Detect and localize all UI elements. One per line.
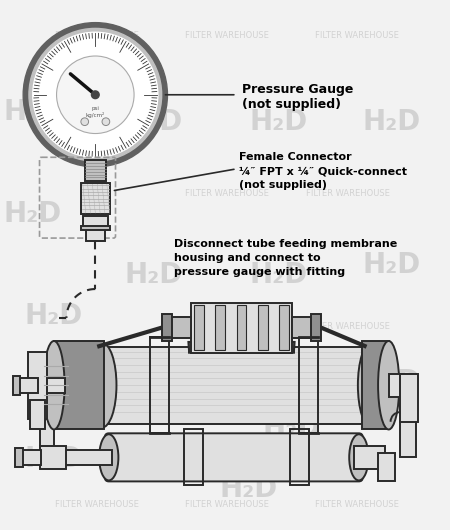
Text: FILTER WAREHOUSE: FILTER WAREHOUSE — [315, 500, 399, 509]
FancyBboxPatch shape — [354, 446, 385, 469]
FancyBboxPatch shape — [215, 305, 225, 350]
Text: H₂D: H₂D — [3, 98, 62, 126]
FancyBboxPatch shape — [15, 377, 38, 393]
FancyBboxPatch shape — [237, 305, 246, 350]
Text: FILTER WAREHOUSE: FILTER WAREHOUSE — [185, 189, 269, 198]
FancyBboxPatch shape — [400, 374, 418, 422]
Text: H₂D: H₂D — [362, 251, 421, 279]
Ellipse shape — [88, 343, 117, 428]
FancyBboxPatch shape — [194, 305, 203, 350]
FancyBboxPatch shape — [279, 305, 289, 350]
Text: FILTER WAREHOUSE: FILTER WAREHOUSE — [185, 31, 269, 40]
FancyBboxPatch shape — [86, 229, 105, 241]
FancyBboxPatch shape — [15, 448, 23, 467]
Text: psi
kg/cm²: psi kg/cm² — [86, 106, 105, 118]
FancyBboxPatch shape — [81, 183, 110, 214]
FancyBboxPatch shape — [378, 453, 396, 481]
Text: H₂D: H₂D — [124, 261, 183, 289]
FancyBboxPatch shape — [47, 377, 64, 393]
FancyBboxPatch shape — [83, 216, 108, 229]
FancyBboxPatch shape — [258, 305, 268, 350]
Text: FILTER WAREHOUSE: FILTER WAREHOUSE — [55, 500, 139, 509]
Text: H₂D: H₂D — [220, 475, 278, 504]
Ellipse shape — [349, 434, 369, 480]
Text: H₂D: H₂D — [3, 200, 62, 228]
Ellipse shape — [99, 434, 118, 480]
Circle shape — [33, 32, 158, 157]
FancyBboxPatch shape — [105, 434, 363, 481]
FancyBboxPatch shape — [85, 160, 106, 181]
FancyBboxPatch shape — [20, 449, 41, 465]
Text: H₂D: H₂D — [250, 261, 308, 289]
FancyBboxPatch shape — [30, 400, 45, 428]
Text: H₂D: H₂D — [146, 368, 204, 396]
Text: FILTER WAREHOUSE: FILTER WAREHOUSE — [306, 189, 390, 198]
FancyBboxPatch shape — [81, 226, 110, 231]
FancyBboxPatch shape — [292, 317, 313, 338]
Circle shape — [102, 118, 110, 126]
Text: H₂D: H₂D — [362, 108, 421, 136]
FancyBboxPatch shape — [40, 446, 67, 469]
Text: H₂D: H₂D — [250, 108, 308, 136]
Circle shape — [91, 91, 99, 99]
FancyBboxPatch shape — [362, 341, 389, 429]
Ellipse shape — [43, 341, 64, 429]
FancyBboxPatch shape — [63, 449, 112, 465]
Text: FILTER WAREHOUSE: FILTER WAREHOUSE — [185, 500, 269, 509]
FancyBboxPatch shape — [400, 404, 416, 457]
Circle shape — [81, 118, 89, 126]
Text: Female Connector
¼″ FPT x ¼″ Quick-connect
(not supplied): Female Connector ¼″ FPT x ¼″ Quick-conne… — [238, 153, 407, 190]
Text: H₂D: H₂D — [263, 414, 321, 442]
FancyBboxPatch shape — [102, 347, 371, 423]
Text: FILTER WAREHOUSE: FILTER WAREHOUSE — [306, 322, 390, 331]
FancyBboxPatch shape — [40, 422, 54, 463]
Text: Pressure Gauge
(not supplied): Pressure Gauge (not supplied) — [242, 83, 353, 111]
Circle shape — [29, 29, 162, 161]
FancyBboxPatch shape — [54, 341, 104, 429]
Ellipse shape — [378, 341, 399, 429]
Text: H₂D: H₂D — [362, 368, 421, 396]
FancyBboxPatch shape — [170, 317, 191, 338]
Polygon shape — [189, 342, 294, 352]
Circle shape — [57, 56, 134, 134]
Text: Disconnect tube feeding membrane
housing and connect to
pressure gauge with fitt: Disconnect tube feeding membrane housing… — [174, 239, 397, 277]
Text: FILTER WAREHOUSE: FILTER WAREHOUSE — [315, 31, 399, 40]
Ellipse shape — [358, 343, 385, 428]
FancyBboxPatch shape — [162, 314, 172, 341]
Text: H₂D: H₂D — [124, 108, 183, 136]
Text: H₂D: H₂D — [25, 302, 83, 330]
FancyBboxPatch shape — [28, 351, 47, 419]
Text: FILTER WAREHOUSE: FILTER WAREHOUSE — [55, 31, 139, 40]
Text: H₂D: H₂D — [25, 445, 83, 473]
FancyBboxPatch shape — [13, 376, 20, 395]
Circle shape — [23, 23, 167, 167]
Text: FILTER WAREHOUSE: FILTER WAREHOUSE — [185, 332, 269, 341]
FancyBboxPatch shape — [389, 374, 413, 397]
FancyBboxPatch shape — [191, 303, 292, 352]
FancyBboxPatch shape — [311, 314, 321, 341]
